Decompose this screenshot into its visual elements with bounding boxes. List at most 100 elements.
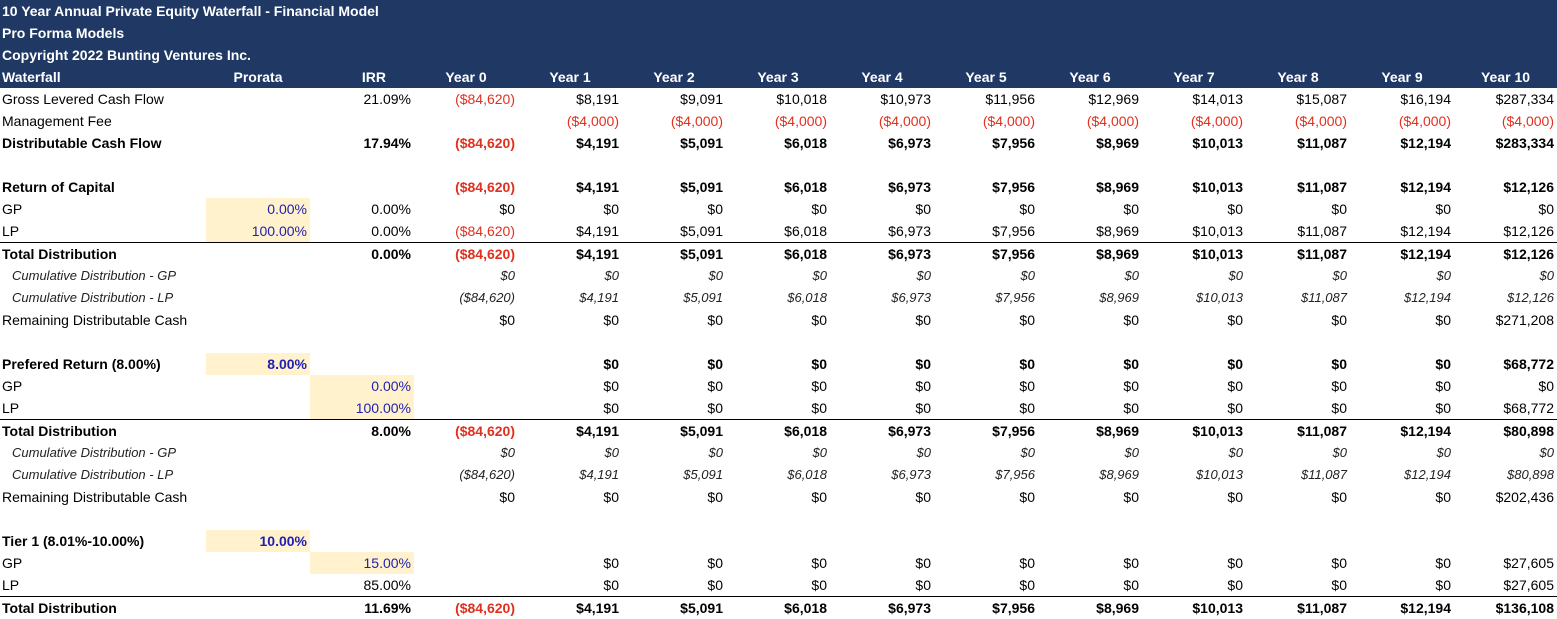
year-value-cell[interactable]: $0	[1246, 552, 1350, 574]
empty-cell[interactable]	[1246, 331, 1350, 353]
year-value-cell[interactable]: $0	[934, 353, 1038, 375]
irr-cell[interactable]	[310, 442, 414, 464]
year-value-cell[interactable]	[414, 375, 518, 397]
year-value-cell[interactable]: $12,194	[1350, 176, 1454, 198]
year-value-cell[interactable]: $10,018	[726, 88, 830, 110]
year-header[interactable]: Year 0	[414, 66, 518, 88]
year-value-cell[interactable]: $12,194	[1350, 464, 1454, 486]
year-value-cell[interactable]: $0	[726, 353, 830, 375]
empty-cell[interactable]	[414, 331, 518, 353]
year-value-cell[interactable]: $27,605	[1454, 552, 1557, 574]
irr-cell[interactable]	[310, 309, 414, 331]
year-value-cell[interactable]	[622, 530, 726, 552]
year-value-cell[interactable]: $0	[726, 198, 830, 220]
empty-cell[interactable]	[206, 154, 310, 176]
empty-cell[interactable]	[1038, 154, 1142, 176]
year-value-cell[interactable]: $12,126	[1454, 243, 1557, 266]
year-value-cell[interactable]: $6,018	[726, 464, 830, 486]
irr-cell[interactable]: 85.00%	[310, 574, 414, 597]
year-value-cell[interactable]: $11,087	[1246, 220, 1350, 243]
year-value-cell[interactable]: $8,969	[1038, 243, 1142, 266]
year-value-cell[interactable]: $7,956	[934, 420, 1038, 443]
year-value-cell[interactable]: $0	[414, 265, 518, 287]
year-value-cell[interactable]: ($4,000)	[1142, 110, 1246, 132]
empty-cell[interactable]	[0, 331, 206, 353]
year-value-cell[interactable]: $6,973	[830, 597, 934, 619]
year-value-cell[interactable]: $0	[414, 309, 518, 331]
empty-cell[interactable]	[1142, 508, 1246, 530]
prorata-cell[interactable]: 8.00%	[206, 353, 310, 375]
year-value-cell[interactable]: $0	[1350, 397, 1454, 420]
year-value-cell[interactable]: $5,091	[622, 420, 726, 443]
year-value-cell[interactable]: $12,194	[1350, 220, 1454, 243]
year-value-cell[interactable]: $0	[1038, 309, 1142, 331]
year-value-cell[interactable]: $4,191	[518, 287, 622, 309]
irr-cell[interactable]: 100.00%	[310, 397, 414, 420]
year-value-cell[interactable]	[414, 397, 518, 420]
year-value-cell[interactable]: $11,087	[1246, 132, 1350, 154]
year-value-cell[interactable]: $12,194	[1350, 243, 1454, 266]
year-value-cell[interactable]: $0	[726, 375, 830, 397]
empty-cell[interactable]	[310, 508, 414, 530]
irr-cell[interactable]: 0.00%	[310, 220, 414, 243]
empty-cell[interactable]	[414, 508, 518, 530]
year-value-cell[interactable]	[726, 530, 830, 552]
row-label[interactable]: GP	[0, 552, 206, 574]
year-value-cell[interactable]: $0	[622, 574, 726, 597]
irr-cell[interactable]: 0.00%	[310, 243, 414, 266]
year-value-cell[interactable]: $0	[1246, 375, 1350, 397]
year-value-cell[interactable]: ($4,000)	[1038, 110, 1142, 132]
row-label[interactable]: GP	[0, 198, 206, 220]
row-label[interactable]: Return of Capital	[0, 176, 206, 198]
year-value-cell[interactable]: $0	[518, 552, 622, 574]
prorata-cell[interactable]	[206, 375, 310, 397]
row-label[interactable]: Distributable Cash Flow	[0, 132, 206, 154]
year-value-cell[interactable]: $6,018	[726, 420, 830, 443]
year-value-cell[interactable]: $0	[518, 442, 622, 464]
year-header[interactable]: Year 5	[934, 66, 1038, 88]
year-value-cell[interactable]: $0	[1038, 353, 1142, 375]
irr-cell[interactable]	[310, 464, 414, 486]
year-value-cell[interactable]: $9,091	[622, 88, 726, 110]
year-value-cell[interactable]: $7,956	[934, 287, 1038, 309]
year-value-cell[interactable]: $10,013	[1142, 176, 1246, 198]
year-value-cell[interactable]: $10,013	[1142, 220, 1246, 243]
year-value-cell[interactable]: $0	[934, 552, 1038, 574]
row-label[interactable]: Tier 1 (8.01%-10.00%)	[0, 530, 206, 552]
year-value-cell[interactable]: ($84,620)	[414, 420, 518, 443]
year-value-cell[interactable]: $12,194	[1350, 420, 1454, 443]
year-value-cell[interactable]	[414, 574, 518, 597]
year-value-cell[interactable]	[414, 552, 518, 574]
year-value-cell[interactable]: $0	[1246, 265, 1350, 287]
year-value-cell[interactable]: $8,969	[1038, 176, 1142, 198]
year-value-cell[interactable]: $0	[622, 552, 726, 574]
empty-cell[interactable]	[726, 154, 830, 176]
year-value-cell[interactable]: $0	[1454, 375, 1557, 397]
year-value-cell[interactable]: $0	[1246, 486, 1350, 508]
prorata-cell[interactable]: 0.00%	[206, 198, 310, 220]
year-value-cell[interactable]: $0	[518, 265, 622, 287]
year-value-cell[interactable]: $11,087	[1246, 287, 1350, 309]
irr-cell[interactable]	[310, 265, 414, 287]
year-value-cell[interactable]: $283,334	[1454, 132, 1557, 154]
year-value-cell[interactable]: $0	[1142, 198, 1246, 220]
year-value-cell[interactable]: $0	[934, 397, 1038, 420]
year-value-cell[interactable]: $0	[622, 375, 726, 397]
irr-cell[interactable]	[310, 530, 414, 552]
year-value-cell[interactable]: $0	[518, 353, 622, 375]
year-header[interactable]: Year 9	[1350, 66, 1454, 88]
year-value-cell[interactable]: $0	[518, 397, 622, 420]
year-value-cell[interactable]: $16,194	[1350, 88, 1454, 110]
year-value-cell[interactable]: ($84,620)	[414, 88, 518, 110]
year-value-cell[interactable]: $0	[1142, 397, 1246, 420]
year-value-cell[interactable]: $271,208	[1454, 309, 1557, 331]
year-value-cell[interactable]: ($4,000)	[830, 110, 934, 132]
year-value-cell[interactable]: $10,013	[1142, 243, 1246, 266]
year-value-cell[interactable]: $0	[1038, 397, 1142, 420]
year-value-cell[interactable]: ($84,620)	[414, 132, 518, 154]
prorata-cell[interactable]	[206, 88, 310, 110]
year-value-cell[interactable]: $4,191	[518, 420, 622, 443]
prorata-cell[interactable]	[206, 110, 310, 132]
year-value-cell[interactable]: $6,018	[726, 220, 830, 243]
year-value-cell[interactable]: $7,956	[934, 597, 1038, 619]
